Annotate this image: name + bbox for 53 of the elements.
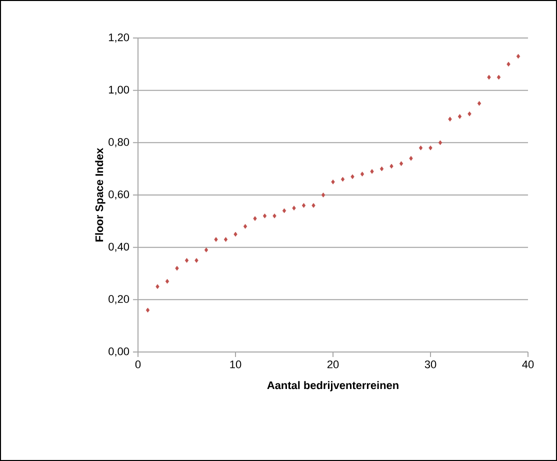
x-tick-label: 30	[424, 360, 436, 368]
point	[321, 192, 326, 198]
point	[214, 237, 218, 242]
point	[506, 62, 510, 67]
point	[438, 140, 442, 146]
point	[418, 146, 423, 150]
point	[272, 214, 276, 218]
x-tick-label: 10	[230, 360, 242, 368]
point	[360, 172, 364, 176]
point	[496, 74, 501, 80]
point	[428, 146, 432, 150]
y-tick-label: 1,00	[108, 86, 130, 95]
point	[204, 248, 208, 252]
y-tick-label: 0,20	[108, 295, 130, 304]
y-tick-label: 0,80	[108, 138, 130, 148]
y-tick-label: 1,20	[108, 33, 130, 43]
y-tick-label: 0,60	[108, 190, 130, 200]
point	[516, 54, 520, 59]
x-tick-label: 0	[135, 360, 141, 368]
point	[477, 101, 482, 106]
point	[302, 203, 306, 208]
point	[487, 74, 491, 80]
y-tick-label: 0,00	[108, 347, 130, 357]
point	[146, 308, 150, 313]
point	[184, 258, 189, 263]
point	[165, 278, 170, 284]
point	[312, 203, 316, 208]
point	[156, 284, 160, 289]
point	[175, 266, 179, 271]
point	[253, 216, 257, 221]
x-axis-title: Aantal bedrijventerreinen	[267, 381, 398, 392]
point	[390, 164, 394, 169]
point	[331, 180, 335, 184]
point	[340, 176, 345, 182]
x-tick-label: 40	[522, 360, 534, 368]
point	[448, 116, 452, 122]
point	[262, 214, 267, 218]
point	[380, 166, 384, 172]
y-axis-title: Floor Space Index	[95, 148, 106, 242]
point	[399, 161, 404, 166]
point	[468, 111, 472, 116]
point	[292, 206, 296, 210]
point	[194, 258, 198, 263]
point	[409, 156, 413, 161]
point	[224, 237, 228, 242]
y-tick-label: 0,40	[108, 242, 130, 252]
point	[458, 114, 462, 119]
point	[370, 169, 374, 174]
x-tick-label: 20	[327, 360, 339, 368]
point	[282, 208, 286, 214]
point	[243, 224, 248, 229]
point	[234, 232, 238, 237]
point	[350, 174, 354, 180]
